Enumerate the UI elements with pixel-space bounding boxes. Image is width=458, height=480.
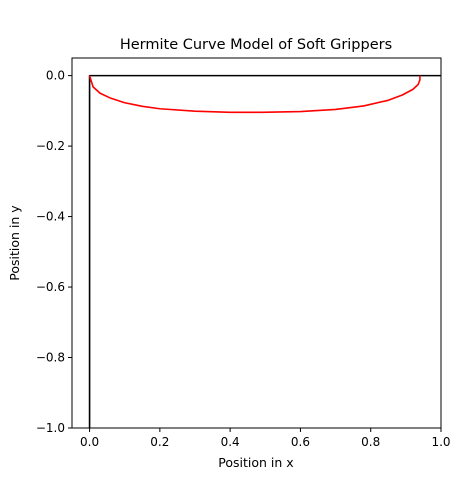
y-ticks: 0.0 −0.2 −0.4 −0.6 −0.8 −1.0 [36, 69, 72, 435]
series-layer [88, 74, 441, 428]
x-tick-label: 1.0 [431, 435, 450, 449]
x-tick-label: 0.0 [80, 435, 99, 449]
plot-frame [71, 57, 442, 429]
x-ticks: 0.0 0.2 0.4 0.6 0.8 1.0 [80, 428, 451, 449]
y-tick-label: 0.0 [46, 69, 65, 83]
x-tick-label: 0.2 [150, 435, 169, 449]
x-tick-label: 0.4 [221, 435, 240, 449]
y-tick-label: −0.2 [36, 139, 65, 153]
y-axis-label: Position in y [7, 205, 22, 281]
x-tick-label: 0.8 [361, 435, 380, 449]
chart-title: Hermite Curve Model of Soft Grippers [120, 37, 392, 53]
y-tick-label: −0.6 [36, 280, 65, 294]
y-tick-label: −0.8 [36, 351, 65, 365]
x-tick-label: 0.6 [291, 435, 310, 449]
y-tick-label: −1.0 [36, 421, 65, 435]
x-axis-label: Position in x [218, 455, 293, 470]
y-tick-label: −0.4 [36, 210, 65, 224]
series-line-red [88, 75, 421, 114]
